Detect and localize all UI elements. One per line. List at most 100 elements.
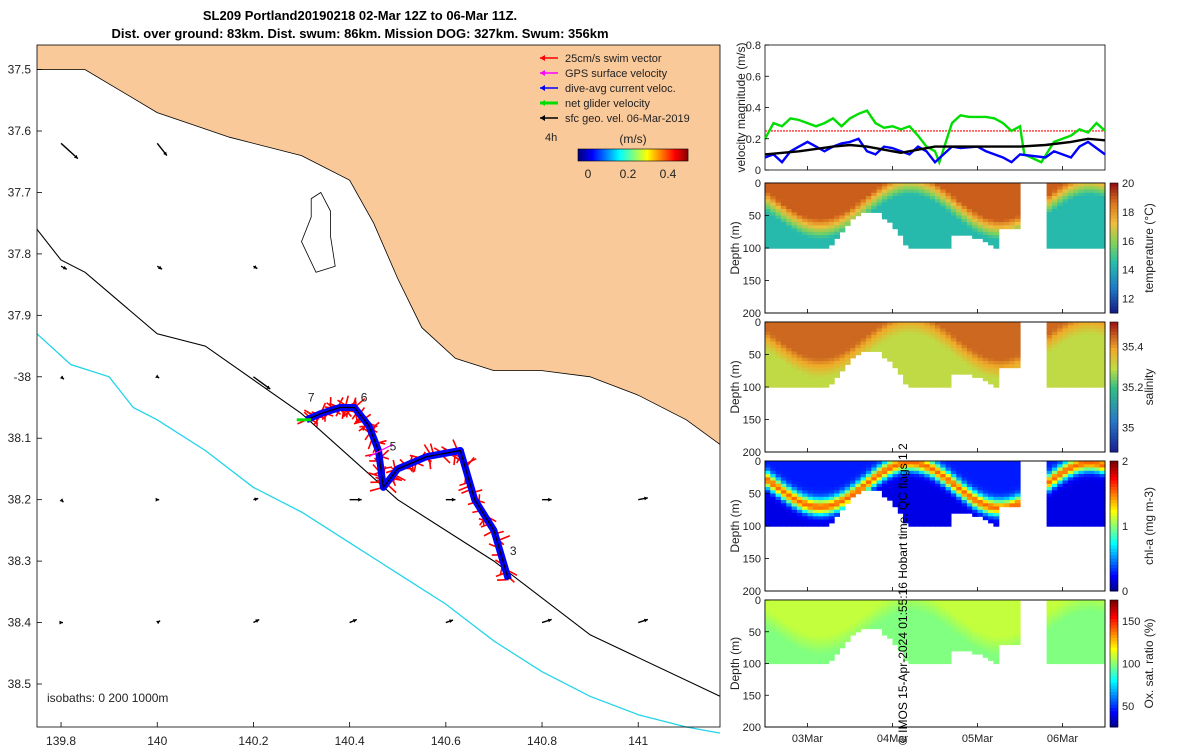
salinity-cell xyxy=(1057,383,1064,388)
salinity-cell xyxy=(770,344,777,349)
oxygen-cell xyxy=(786,631,793,636)
chl-a-cell xyxy=(1046,516,1053,521)
chl-a-cell xyxy=(796,496,803,501)
temperature-cell xyxy=(977,183,984,187)
salinity-cell xyxy=(977,335,984,339)
chl-a-cell xyxy=(1078,477,1085,482)
temperature-cell xyxy=(1004,215,1010,220)
temperature-cell xyxy=(950,183,957,187)
salinity-cell xyxy=(1009,357,1016,362)
oxygen-cell xyxy=(1057,603,1064,607)
chl-a-cell xyxy=(1073,493,1079,498)
salinity-cell xyxy=(1089,354,1095,359)
chl-a-cell xyxy=(770,474,777,478)
temperature-cell xyxy=(807,228,814,233)
salinity-cell xyxy=(823,351,830,356)
salinity-cell xyxy=(972,335,979,339)
chl-a-cell xyxy=(940,461,947,465)
oxygen-cell xyxy=(770,634,777,639)
oxygen-cell xyxy=(913,628,920,633)
temperature-cell xyxy=(876,199,883,204)
oxygen-cell xyxy=(950,600,957,604)
chl-a-cell xyxy=(786,493,793,498)
chl-a-cell xyxy=(908,516,915,521)
chl-a-cell xyxy=(887,493,894,498)
salinity-cell xyxy=(897,357,904,362)
temperature-cell xyxy=(823,228,830,233)
oxygen-cell xyxy=(897,603,904,607)
oxygen-cell xyxy=(812,638,819,642)
temperature-cell xyxy=(966,199,973,204)
chl-a-cell xyxy=(871,487,878,491)
chl-a-cell xyxy=(929,496,936,501)
salinity-cell xyxy=(823,377,830,382)
oxygen-cell xyxy=(945,625,952,630)
geo-vector-head-15 xyxy=(59,620,63,625)
chl-a-cell xyxy=(876,483,883,488)
oxygen-cell xyxy=(786,609,793,614)
chl-a-cell xyxy=(993,496,1000,501)
oxygen-cell xyxy=(966,638,973,642)
salinity-colorbar-cell xyxy=(1110,377,1118,381)
salinity-cell xyxy=(919,361,925,365)
salinity-cell xyxy=(961,341,968,346)
oxygen-cell xyxy=(1073,660,1079,665)
temperature-cell xyxy=(796,231,803,236)
temperature-cell xyxy=(828,192,835,197)
chl-a-cell xyxy=(1083,519,1090,524)
oxygen-cell xyxy=(908,650,915,655)
temperature-cell xyxy=(1046,231,1053,236)
temperature-cell xyxy=(844,215,851,220)
salinity-cell xyxy=(839,328,846,333)
salinity-cell xyxy=(1089,338,1095,343)
chl-a-cell xyxy=(1099,503,1106,508)
oxygen-cell xyxy=(1009,609,1016,614)
salinity-colorbar-cell xyxy=(1110,380,1118,385)
salinity-cell xyxy=(903,344,909,349)
salinity-cell xyxy=(1057,364,1064,369)
oxygen-cell xyxy=(1099,612,1106,617)
chl-a-cell xyxy=(892,477,899,482)
map-colorbar-cell xyxy=(640,149,642,161)
velocity-series-0 xyxy=(763,109,1106,166)
oxygen-cell xyxy=(913,625,920,630)
chl-a-cell xyxy=(982,464,989,469)
oxygen-cell xyxy=(775,603,782,607)
salinity-cell xyxy=(780,357,787,362)
temperature-cell xyxy=(780,235,787,239)
chl-a-cell xyxy=(935,496,941,501)
salinity-cell xyxy=(1046,364,1053,369)
oxygen-cell xyxy=(780,606,787,611)
temperature-cell xyxy=(765,238,771,243)
chl-a-cell xyxy=(924,467,931,472)
salinity-cell xyxy=(945,331,952,336)
temperature-colorbar-cell xyxy=(1110,277,1118,281)
temperature-cell xyxy=(780,228,787,233)
temperature-cell xyxy=(791,199,798,204)
oxygen-cell xyxy=(998,619,1005,623)
oxygen-cell xyxy=(802,631,809,636)
temperature-cell xyxy=(1014,215,1021,220)
salinity-cell xyxy=(818,377,824,382)
oxygen-colorbar-cell xyxy=(1110,714,1118,718)
oxygen-cell xyxy=(961,638,968,642)
temperature-cell xyxy=(1099,241,1106,246)
oxygen-cell xyxy=(966,631,973,636)
chl-a-cell xyxy=(791,461,798,465)
salinity-cell xyxy=(802,335,809,339)
temperature-cell xyxy=(1083,238,1090,243)
oxygen-colorbar-label: Ox. sat. ratio (%) xyxy=(1142,618,1156,708)
salinity-cell xyxy=(924,354,931,359)
salinity-cell xyxy=(791,383,798,388)
salinity-cell xyxy=(903,348,909,352)
oxygen-cell xyxy=(1009,628,1016,633)
salinity-cell xyxy=(988,370,994,375)
temperature-cell xyxy=(892,225,899,230)
oxygen-cell xyxy=(908,622,915,626)
chl-a-cell xyxy=(834,467,840,472)
oxygen-cell xyxy=(1062,600,1069,604)
chl-a-cell xyxy=(1094,513,1101,517)
chl-a-cell xyxy=(796,461,803,465)
oxygen-cell xyxy=(786,634,793,639)
temperature-cell xyxy=(828,209,835,213)
